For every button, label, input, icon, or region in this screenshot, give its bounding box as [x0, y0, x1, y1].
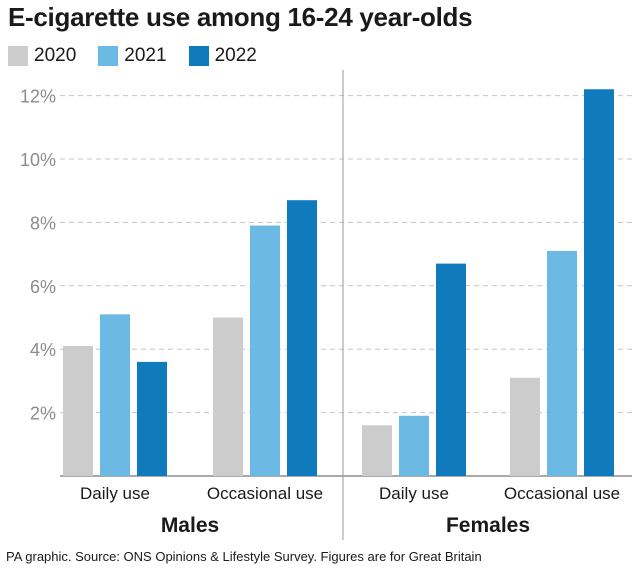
legend-item-2021: 2021	[98, 45, 167, 67]
bar	[362, 425, 392, 476]
bar	[100, 314, 130, 476]
bar	[510, 377, 540, 476]
source-footer: PA graphic. Source: ONS Opinions & Lifes…	[6, 549, 482, 564]
x-category-label: Daily use	[379, 484, 449, 503]
bar	[584, 89, 614, 476]
bar	[250, 225, 280, 476]
x-category-label: Occasional use	[207, 484, 323, 503]
legend-label-2022: 2022	[214, 45, 257, 66]
legend-item-2020: 2020	[8, 45, 76, 67]
legend-swatch-2022	[188, 46, 209, 66]
legend-label-2021: 2021	[124, 45, 167, 66]
legend: 2020 2021 2022	[8, 44, 279, 68]
y-tick-label: 6%	[30, 277, 56, 297]
y-tick-label: 12%	[20, 87, 56, 107]
x-category-label: Occasional use	[504, 484, 620, 503]
bar	[287, 200, 317, 476]
y-tick-label: 2%	[30, 404, 56, 424]
bar	[213, 317, 243, 476]
bar	[547, 250, 577, 476]
bar	[137, 361, 167, 476]
bar	[399, 415, 429, 476]
group-label: Females	[446, 514, 530, 537]
legend-item-2022: 2022	[188, 45, 257, 67]
y-tick-label: 4%	[30, 340, 56, 360]
x-category-label: Daily use	[80, 484, 150, 503]
chart-title: E-cigarette use among 16-24 year-olds	[8, 2, 473, 32]
bar	[63, 346, 93, 476]
bar	[436, 263, 466, 476]
legend-label-2020: 2020	[34, 45, 77, 66]
group-label: Males	[161, 514, 219, 537]
y-tick-label: 10%	[20, 150, 56, 170]
legend-swatch-2020	[8, 46, 28, 66]
y-tick-label: 8%	[30, 213, 56, 233]
legend-swatch-2021	[98, 46, 119, 66]
